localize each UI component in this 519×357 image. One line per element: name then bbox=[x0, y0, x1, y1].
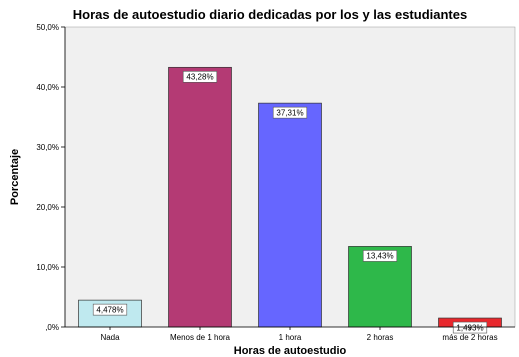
y-tick-label: 10,0% bbox=[36, 263, 59, 272]
y-tick-label: 50,0% bbox=[36, 23, 59, 32]
data-label: 4,478% bbox=[96, 305, 123, 314]
data-label: 43,28% bbox=[186, 73, 213, 82]
y-tick-label: 30,0% bbox=[36, 143, 59, 152]
bars: 4,478%43,28%37,31%13,43%1,493% bbox=[78, 66, 502, 334]
data-label: 37,31% bbox=[276, 108, 303, 117]
x-tick-label: 2 horas bbox=[367, 333, 394, 342]
y-tick-label: ,0% bbox=[45, 323, 59, 332]
y-axis: ,0% 10,0% 20,0% 30,0% 40,0% 50,0% bbox=[36, 23, 66, 332]
x-tick-label: 1 hora bbox=[279, 333, 302, 342]
data-label-box bbox=[92, 303, 128, 316]
x-tick-label: más de 2 horas bbox=[442, 333, 497, 342]
data-label-box bbox=[182, 71, 218, 83]
data-label-box bbox=[272, 106, 308, 119]
y-tick-label: 20,0% bbox=[36, 203, 59, 212]
x-tick-label: Menos de 1 hora bbox=[170, 333, 231, 342]
bar bbox=[258, 102, 322, 328]
y-tick-label: 40,0% bbox=[36, 83, 59, 92]
x-tick-label: Nada bbox=[100, 333, 120, 342]
x-axis: Nada Menos de 1 hora 1 hora 2 horas más de 2… bbox=[65, 326, 515, 342]
data-label: 13,43% bbox=[366, 252, 393, 261]
bar bbox=[168, 66, 232, 328]
chart-title: Horas de autoestudio diario dedicadas po… bbox=[73, 7, 467, 22]
data-label-box bbox=[362, 250, 398, 262]
y-axis-title: Porcentaje bbox=[9, 149, 21, 205]
x-axis-title: Horas de autoestudio bbox=[234, 345, 347, 357]
